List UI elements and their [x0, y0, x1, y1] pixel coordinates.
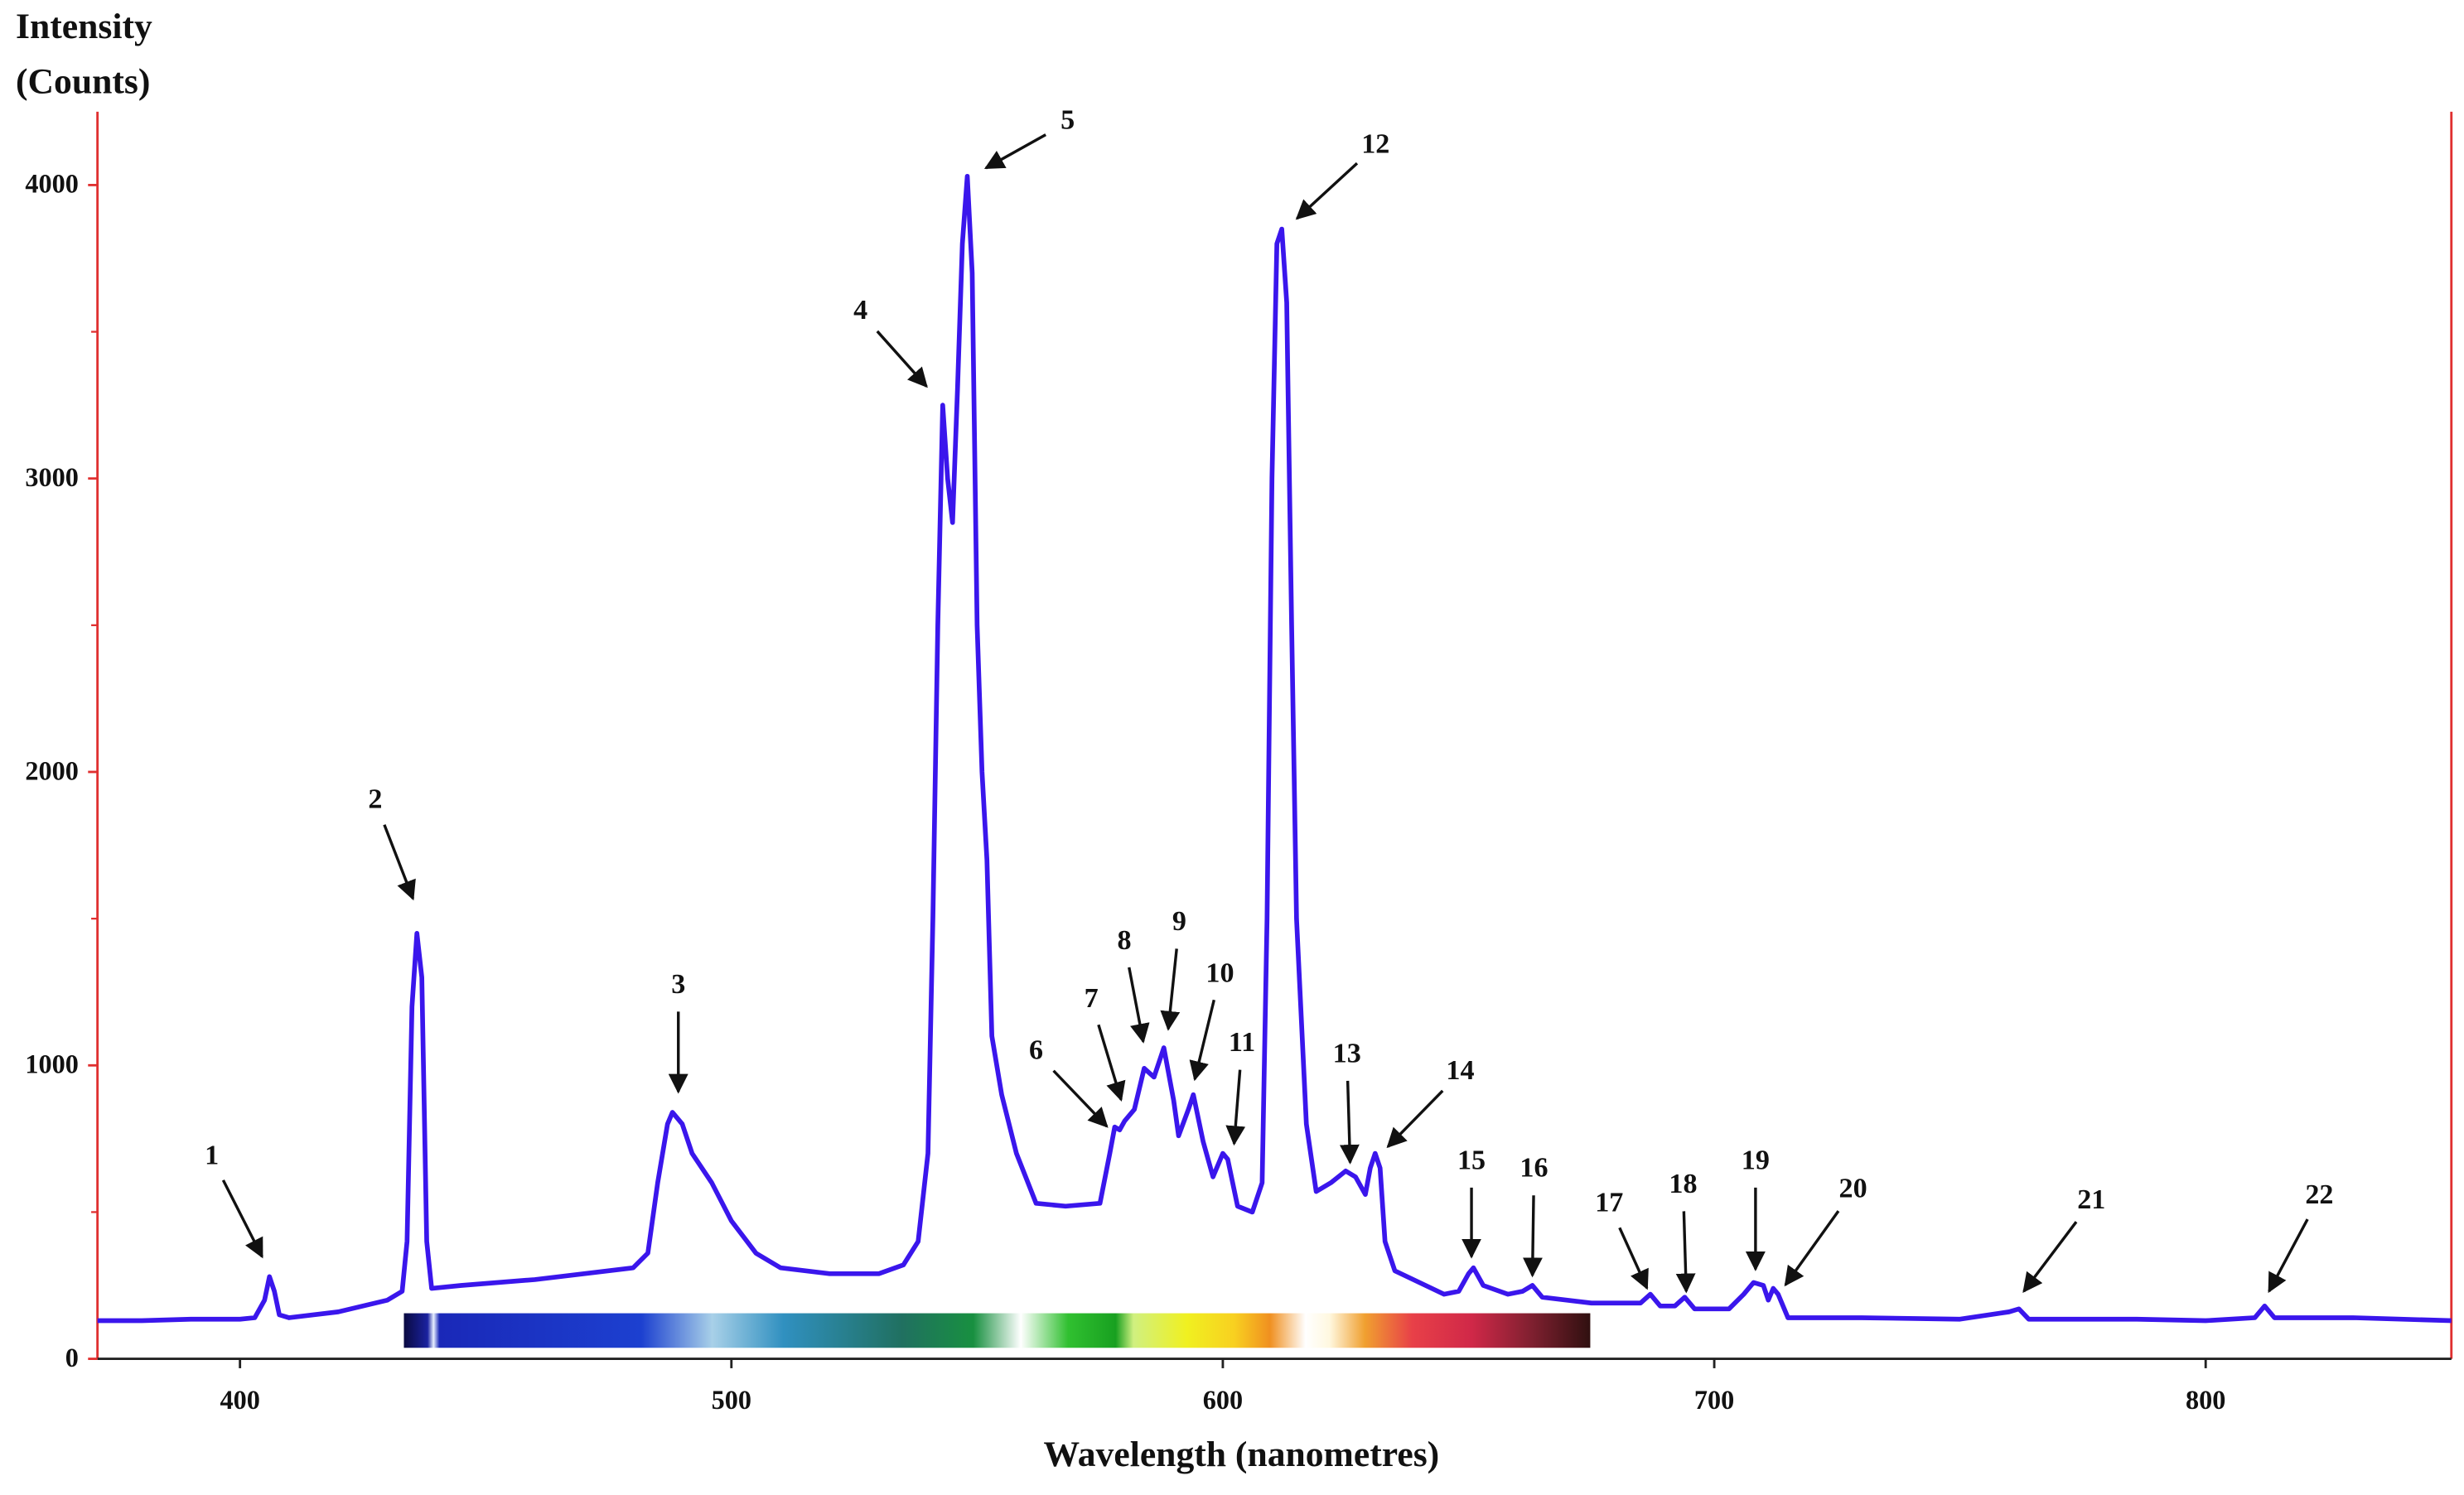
annotation-arrow — [1386, 1089, 1444, 1149]
annotation-label: 17 — [1595, 1187, 1623, 1218]
x-axis-title: Wavelength (nanometres) — [1044, 1435, 1440, 1474]
annotation-arrow — [1160, 948, 1181, 1031]
annotation-arrow — [2022, 1221, 2078, 1293]
annotation-label: 2 — [368, 784, 382, 814]
annotation-label: 9 — [1172, 906, 1186, 937]
annotation-arrow — [1339, 1080, 1360, 1165]
annotation-label: 8 — [1118, 925, 1132, 956]
annotation-label: 19 — [1742, 1145, 1770, 1175]
annotation-label: 11 — [1229, 1027, 1255, 1058]
annotation-arrow — [983, 133, 1046, 170]
annotation-label: 1 — [205, 1141, 219, 1171]
y-tick-label: 2000 — [25, 755, 78, 785]
x-tick-label: 600 — [1203, 1385, 1243, 1415]
y-axis-title: Intensity — [16, 7, 152, 46]
spectrum-strip — [403, 1313, 1591, 1348]
annotation-label: 16 — [1519, 1153, 1548, 1184]
annotation-label: 15 — [1457, 1145, 1486, 1175]
annotation-label: 13 — [1333, 1038, 1361, 1068]
annotation-arrow — [1784, 1210, 1840, 1287]
annotation-arrow — [1052, 1069, 1109, 1128]
annotation-arrow — [1128, 967, 1150, 1044]
annotation-arrow — [1618, 1227, 1649, 1290]
annotation-arrow — [1189, 999, 1215, 1082]
annotation-label: 14 — [1446, 1055, 1474, 1086]
y-tick-label: 3000 — [25, 462, 78, 492]
x-tick-label: 400 — [220, 1385, 259, 1415]
annotation-label: 3 — [671, 969, 685, 1000]
y-tick-label: 1000 — [25, 1049, 78, 1079]
x-tick-label: 800 — [2186, 1385, 2225, 1415]
x-tick-label: 500 — [712, 1385, 751, 1415]
annotation-label: 22 — [2305, 1179, 2333, 1210]
annotation-label: 4 — [853, 295, 867, 326]
y-tick-label: 4000 — [25, 169, 78, 199]
annotation-arrow — [1225, 1069, 1246, 1146]
annotation-label: 7 — [1085, 983, 1099, 1014]
annotation-label: 5 — [1060, 105, 1075, 136]
annotation-arrow — [2268, 1218, 2309, 1294]
annotation-label: 21 — [2077, 1184, 2105, 1215]
annotation-label: 10 — [1205, 958, 1234, 989]
annotation-arrow — [221, 1179, 263, 1259]
annotation-label: 12 — [1361, 128, 1389, 159]
annotation-arrow — [1097, 1024, 1126, 1102]
annotation-arrow — [383, 824, 416, 901]
y-axis-title: (Counts) — [16, 61, 150, 101]
annotation-arrow — [1675, 1211, 1696, 1294]
annotation-label: 20 — [1839, 1173, 1867, 1203]
annotation-arrow — [876, 330, 928, 388]
annotation-arrow — [1522, 1195, 1543, 1278]
annotation-label: 18 — [1669, 1169, 1697, 1199]
annotation-label: 6 — [1029, 1035, 1043, 1066]
spectrum-line — [97, 173, 2452, 1324]
annotation-arrow — [1295, 162, 1359, 220]
x-tick-label: 700 — [1694, 1385, 1734, 1415]
y-tick-label: 0 — [65, 1343, 79, 1372]
